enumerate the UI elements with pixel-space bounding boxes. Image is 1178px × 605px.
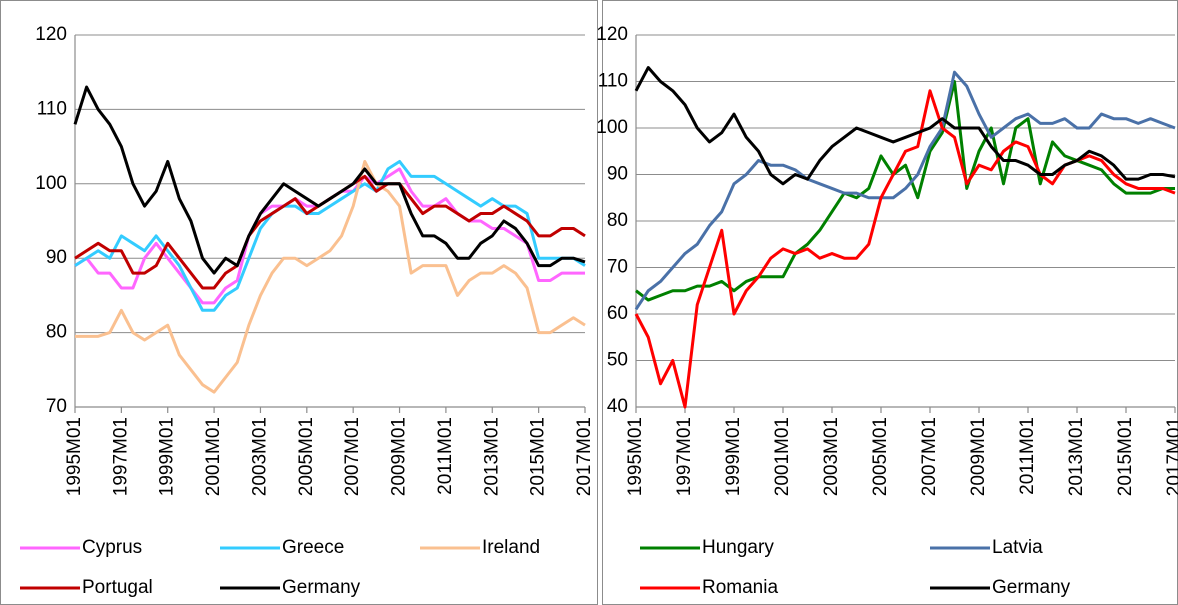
x-tick-label: 2015M01 [1115, 417, 1136, 496]
x-tick-label: 2013M01 [481, 417, 502, 496]
legend-label: Romania [702, 577, 778, 598]
y-tick-label: 90 [46, 247, 67, 268]
series-line [73, 85, 586, 275]
legend-label: Cyprus [82, 537, 142, 558]
series-line [74, 167, 585, 305]
y-tick-label: 110 [598, 71, 628, 92]
series-line [634, 89, 1176, 409]
x-tick-label: 2011M01 [1017, 417, 1038, 495]
legend-label: Germany [282, 577, 361, 598]
x-tick-label: 2017M01 [1164, 417, 1178, 496]
legend-label: Latvia [992, 537, 1043, 558]
x-tick-label: 2005M01 [870, 417, 891, 496]
series-line [74, 159, 586, 312]
y-tick-label: 80 [607, 210, 628, 231]
x-tick-label: 2007M01 [342, 417, 363, 496]
right-panel-border [602, 0, 1178, 605]
series-line [634, 70, 1176, 311]
legend-label: Portugal [82, 577, 153, 598]
legend-label: Greece [282, 537, 344, 558]
x-tick-label: 2007M01 [919, 417, 940, 496]
y-tick-label: 80 [46, 322, 67, 343]
x-tick-label: 2009M01 [968, 417, 989, 496]
x-tick-label: 2001M01 [203, 417, 224, 496]
y-tick-label: 70 [607, 257, 628, 278]
y-tick-label: 110 [37, 98, 67, 119]
x-tick-label: 2009M01 [389, 417, 410, 496]
legend-label: Germany [992, 577, 1071, 598]
y-tick-label: 100 [35, 173, 67, 194]
y-tick-label: 70 [46, 396, 67, 417]
x-tick-label: 1997M01 [110, 417, 131, 496]
y-tick-label: 60 [607, 303, 628, 324]
x-tick-label: 2001M01 [772, 417, 793, 496]
y-tick-label: 40 [607, 396, 628, 417]
y-tick-label: 100 [596, 117, 628, 138]
x-tick-label: 1995M01 [625, 417, 646, 496]
x-tick-label: 2013M01 [1066, 417, 1087, 496]
legend-label: Ireland [482, 537, 540, 558]
x-tick-label: 2003M01 [821, 417, 842, 496]
x-tick-label: 2003M01 [249, 417, 270, 496]
x-tick-label: 2005M01 [296, 417, 317, 496]
series-line [635, 80, 1175, 302]
x-tick-label: 2015M01 [528, 417, 549, 496]
series-line [634, 66, 1176, 186]
x-tick-label: 2011M01 [435, 417, 456, 495]
y-tick-label: 120 [35, 24, 67, 45]
y-tick-label: 120 [596, 24, 628, 45]
y-tick-label: 90 [607, 164, 628, 185]
x-tick-label: 1995M01 [64, 417, 85, 496]
x-tick-label: 1997M01 [674, 417, 695, 496]
y-tick-label: 50 [607, 350, 628, 371]
x-tick-label: 1999M01 [157, 417, 178, 496]
series-line [75, 159, 586, 394]
x-tick-label: 2017M01 [574, 417, 595, 496]
legend-label: Hungary [702, 537, 774, 558]
x-tick-label: 1999M01 [723, 417, 744, 496]
